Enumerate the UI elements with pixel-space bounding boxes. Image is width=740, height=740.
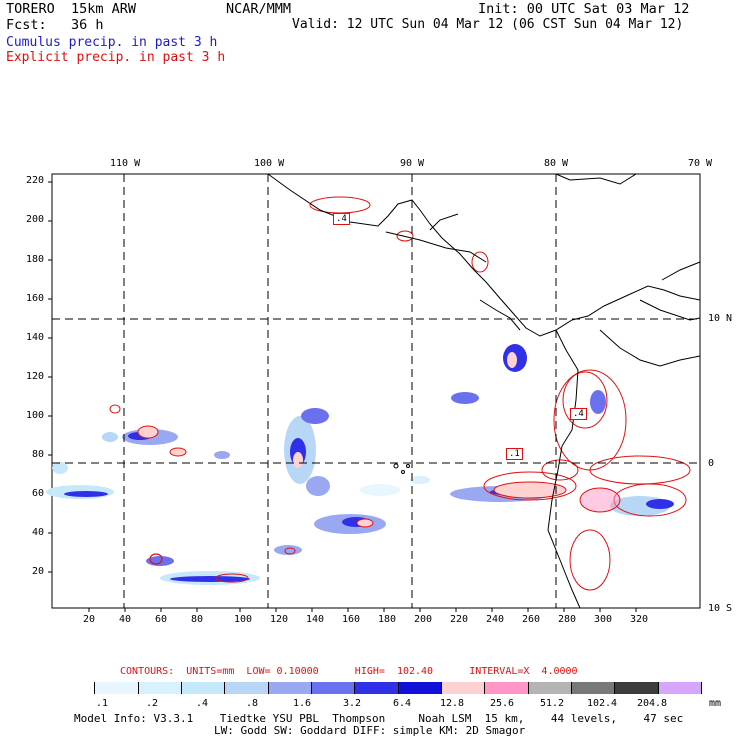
x-tick-label: 240	[486, 614, 505, 625]
map-frame	[51, 173, 701, 609]
x-tick-label: 320	[630, 614, 649, 625]
lat-label: 10 N	[708, 313, 733, 324]
model-info: Model Info: V3.3.1 Tiedtke YSU PBL Thomp…	[74, 712, 684, 725]
x-tick-label: 160	[342, 614, 361, 625]
init-time: Init: 00 UTC Sat 03 Mar 12	[478, 1, 690, 17]
x-tick-label: 220	[450, 614, 469, 625]
lon-label: 70 W	[688, 158, 713, 169]
legend-swatch	[355, 682, 399, 694]
legend-swatch	[95, 682, 139, 694]
legend-label: 204.8	[636, 698, 668, 709]
lat-label: 10 S	[708, 603, 733, 614]
x-tick-label: 20	[83, 614, 96, 625]
legend-label: 3.2	[342, 698, 362, 709]
field-explicit-label: Explicit precip. in past 3 h	[6, 50, 226, 65]
contour-info: CONTOURS: UNITS=mm LOW= 0.10000 HIGH= 10…	[120, 666, 578, 677]
y-tick-label: 60	[31, 488, 44, 499]
y-tick-label: 80	[31, 449, 44, 460]
y-tick-label: 100	[25, 410, 44, 421]
x-tick-label: 200	[414, 614, 433, 625]
legend-label: .2	[145, 698, 159, 709]
y-tick-label: 120	[25, 371, 44, 382]
y-tick-label: 40	[31, 527, 44, 538]
y-tick-label: 140	[25, 332, 44, 343]
x-tick-label: 280	[558, 614, 577, 625]
forecast-hour: Fcst: 36 h	[6, 17, 104, 33]
legend-swatch	[138, 682, 182, 694]
axis-ticks	[48, 181, 637, 612]
legend-swatch	[658, 682, 702, 694]
legend-swatch	[52, 682, 96, 694]
legend-swatch	[572, 682, 616, 694]
legend-swatch	[442, 682, 486, 694]
legend-label: .4	[195, 698, 209, 709]
legend-unit: mm	[708, 698, 722, 709]
map-contour-label: .4	[333, 213, 350, 225]
legend-label: 6.4	[392, 698, 412, 709]
legend-label: 1.6	[292, 698, 312, 709]
map-contour-label: .1	[506, 448, 523, 460]
model-title: TORERO 15km ARW	[6, 1, 137, 17]
field-cumulus-label: Cumulus precip. in past 3 h	[6, 35, 218, 50]
x-tick-label: 180	[378, 614, 397, 625]
x-tick-label: 140	[306, 614, 325, 625]
latlon-grid	[52, 174, 700, 608]
legend-swatch	[528, 682, 572, 694]
x-tick-label: 300	[594, 614, 613, 625]
explicit-precip-areas	[109, 196, 691, 591]
x-tick-label: 40	[119, 614, 132, 625]
x-tick-label: 260	[522, 614, 541, 625]
legend-swatch	[398, 682, 442, 694]
legend-label: 102.4	[586, 698, 618, 709]
legend-label: 25.6	[489, 698, 515, 709]
legend-label: .8	[245, 698, 259, 709]
y-tick-label: 220	[25, 175, 44, 186]
y-tick-label: 160	[25, 293, 44, 304]
valid-time: Valid: 12 UTC Sun 04 Mar 12 (06 CST Sun …	[292, 17, 684, 32]
legend-swatch	[268, 682, 312, 694]
y-tick-label: 200	[25, 214, 44, 225]
lat-label: 0	[708, 458, 715, 469]
y-tick-label: 180	[25, 254, 44, 265]
legend-swatch	[182, 682, 226, 694]
legend-label: .1	[95, 698, 109, 709]
legend-label: 12.8	[439, 698, 465, 709]
x-tick-label: 120	[270, 614, 289, 625]
legend-swatch	[615, 682, 659, 694]
x-tick-label: 80	[191, 614, 204, 625]
lon-label: 110 W	[110, 158, 141, 169]
legend-swatch	[312, 682, 356, 694]
legend-swatch	[485, 682, 529, 694]
lon-label: 90 W	[400, 158, 425, 169]
y-tick-label: 20	[31, 566, 44, 577]
lon-label: 80 W	[544, 158, 569, 169]
x-tick-label: 60	[155, 614, 168, 625]
legend-label: 51.2	[539, 698, 565, 709]
coastlines	[267, 173, 701, 609]
cumulus-precip-areas	[46, 344, 674, 585]
x-tick-label: 100	[234, 614, 253, 625]
map-contour-label: .4	[570, 408, 587, 420]
lon-label: 100 W	[254, 158, 285, 169]
legend-swatch	[225, 682, 269, 694]
model-physics: LW: Godd SW: Goddard DIFF: simple KM: 2D…	[214, 724, 526, 737]
org-label: NCAR/MMM	[226, 1, 292, 17]
